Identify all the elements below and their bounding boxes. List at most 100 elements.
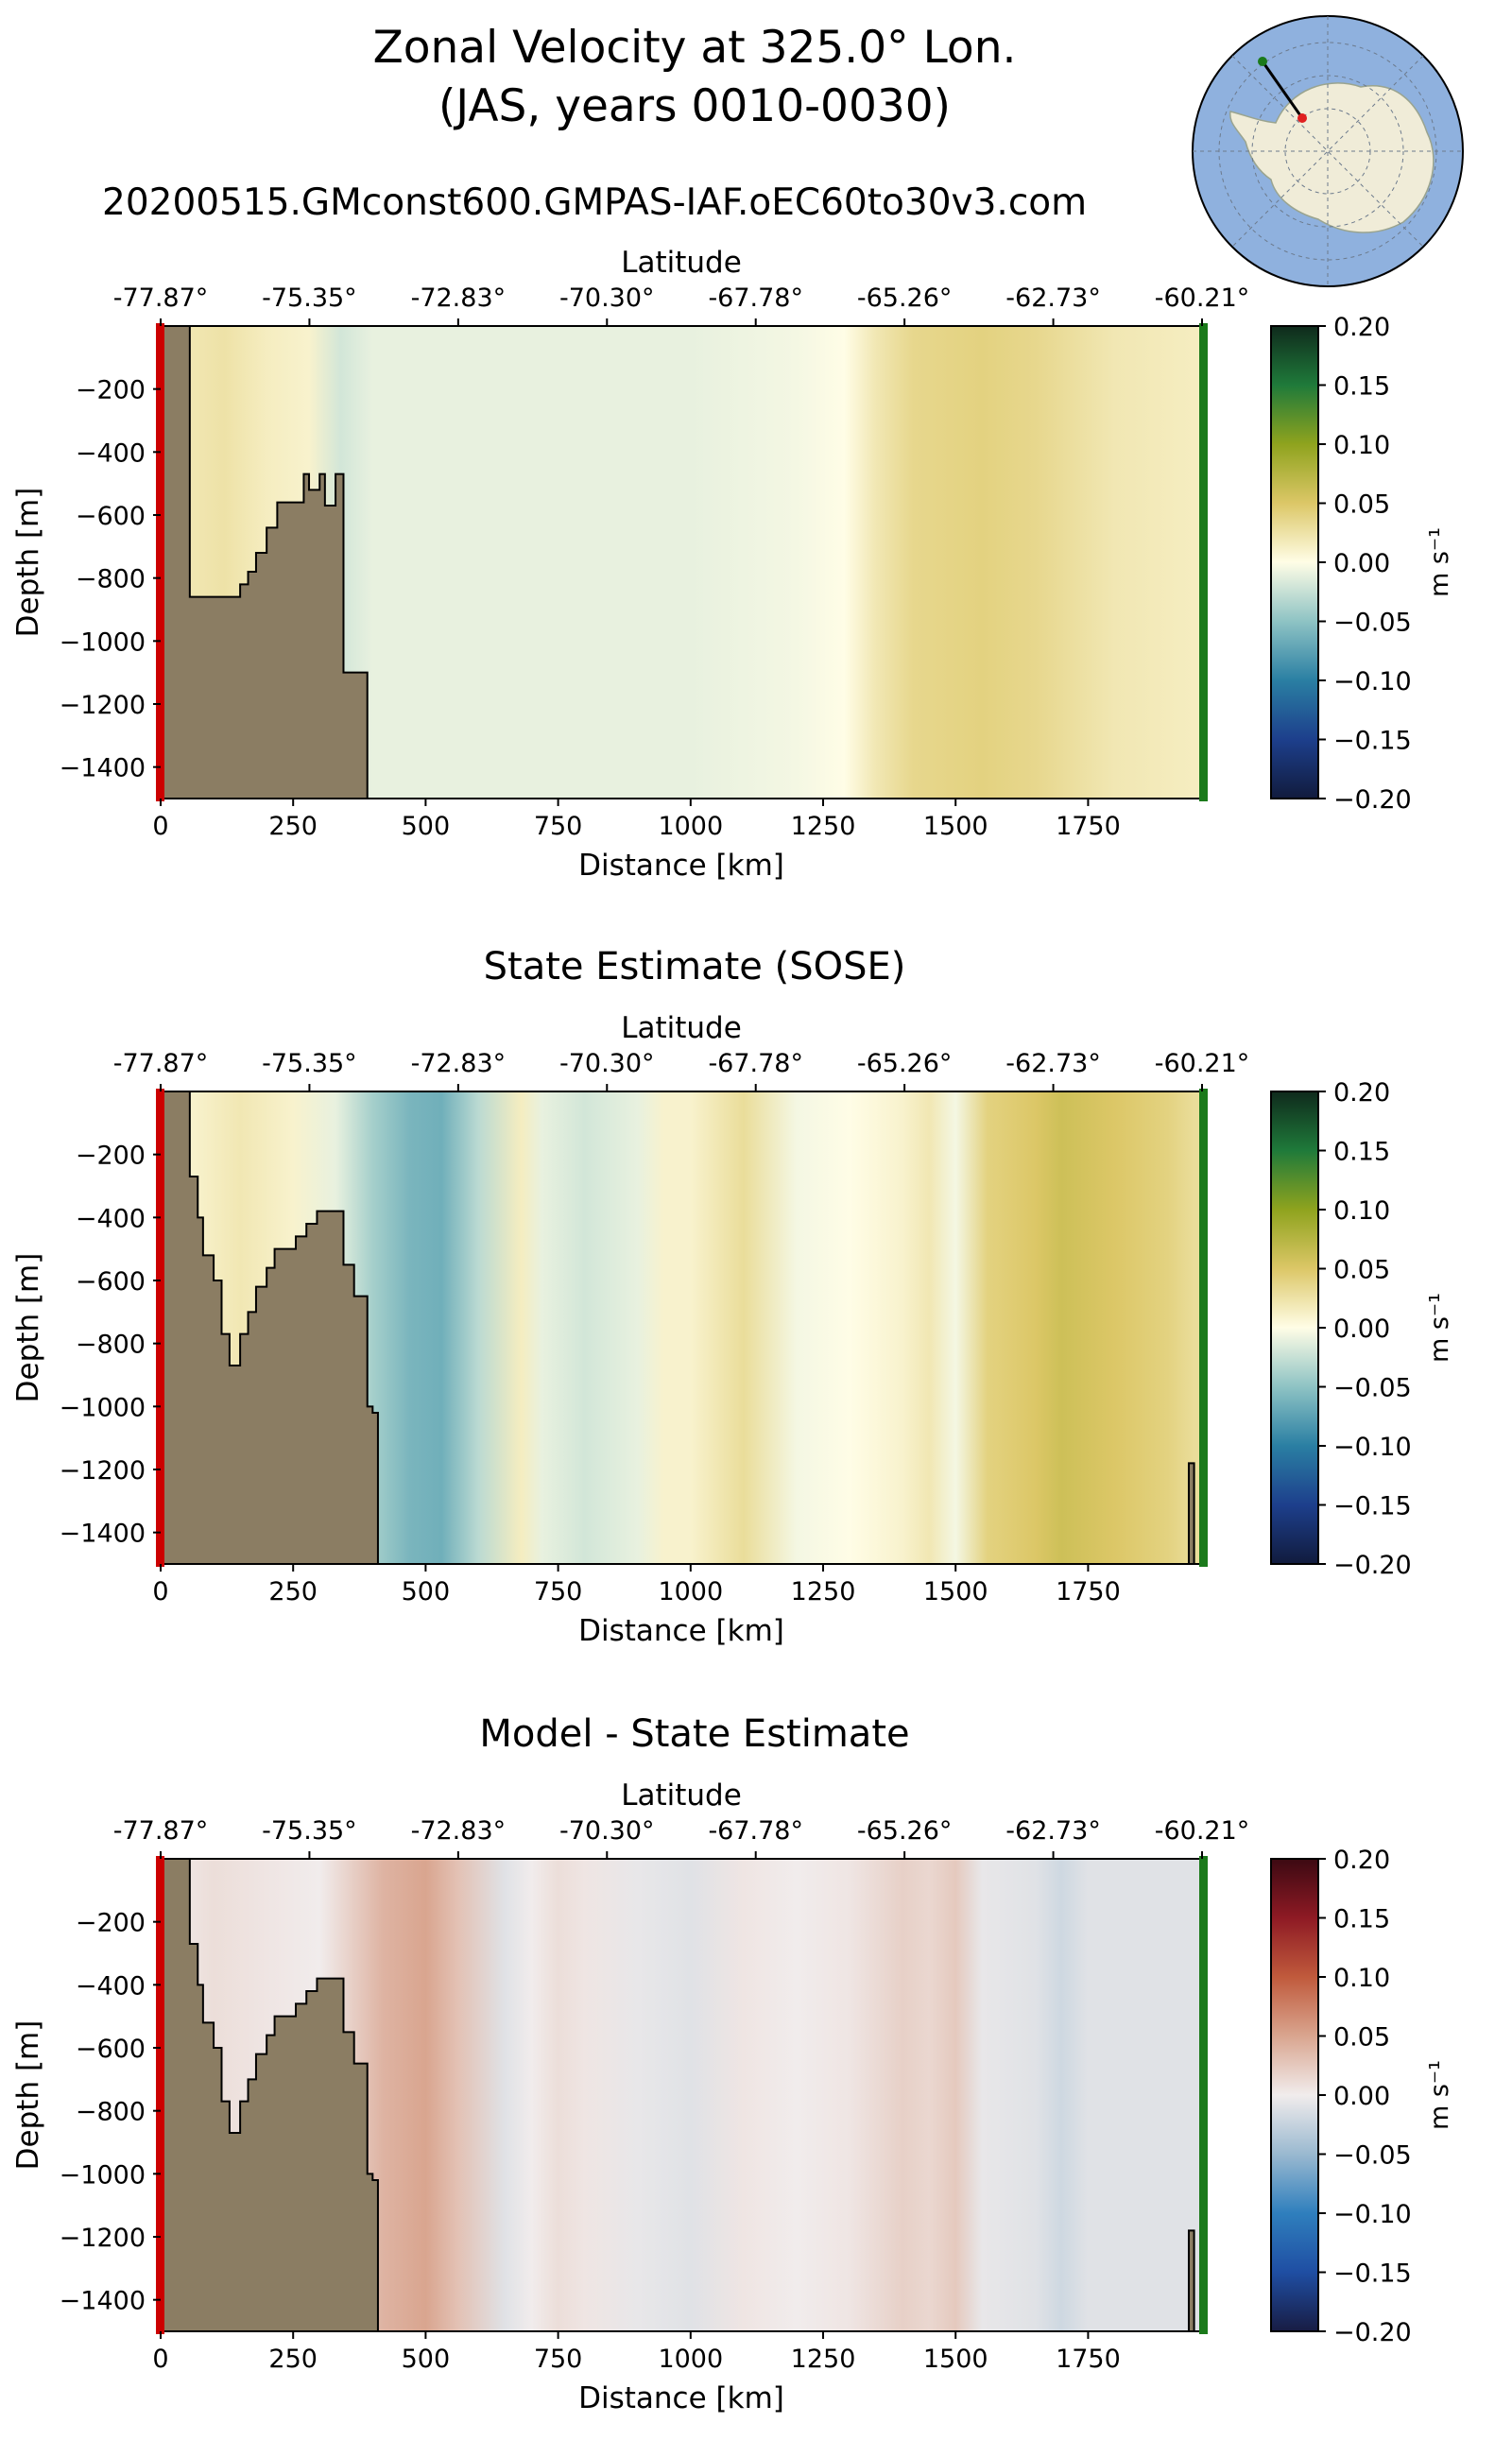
x-tick-label: 250 bbox=[268, 812, 318, 841]
y-tick-label: −1000 bbox=[60, 1393, 146, 1422]
colorbar-tick-label: 0.20 bbox=[1333, 1846, 1390, 1875]
x-tick-label: 1000 bbox=[658, 1577, 723, 1606]
colorbar-tick-label: 0.10 bbox=[1333, 1196, 1390, 1226]
lat-tick-label: -77.87° bbox=[113, 1049, 209, 1078]
location-inset-map bbox=[1192, 15, 1464, 287]
x-tick-label: 500 bbox=[402, 2345, 451, 2374]
lat-tick-label: -62.73° bbox=[1005, 1049, 1101, 1078]
x-tick-label: 1000 bbox=[658, 2345, 723, 2374]
y-tick-label: −1400 bbox=[60, 754, 146, 783]
y-tick-label: −800 bbox=[76, 565, 146, 594]
y-tick-label: −1200 bbox=[60, 2224, 146, 2253]
top-axis-label: Latitude bbox=[621, 1011, 742, 1045]
colorbar-label: m s⁻¹ bbox=[1425, 527, 1454, 597]
bathymetry-right bbox=[1187, 2229, 1195, 2332]
y-tick-label: −600 bbox=[76, 502, 146, 531]
lat-tick-label: -67.78° bbox=[708, 1816, 803, 1846]
inset-transect-line bbox=[1261, 60, 1304, 119]
colorbar-label: m s⁻¹ bbox=[1425, 2060, 1454, 2130]
inset-antarctica-landmass bbox=[1229, 82, 1435, 233]
x-tick-label: 0 bbox=[152, 812, 168, 841]
panel3-title: Model - State Estimate bbox=[479, 1712, 910, 1756]
colorbar bbox=[1270, 1091, 1319, 1565]
lat-tick-label: -77.87° bbox=[113, 284, 209, 313]
colorbar-tick-label: −0.05 bbox=[1333, 609, 1412, 638]
y-tick-label: −600 bbox=[76, 2035, 146, 2064]
lat-tick-label: -75.35° bbox=[262, 284, 357, 313]
y-tick-label: −400 bbox=[76, 1204, 146, 1233]
y-tick-label: −600 bbox=[76, 1267, 146, 1297]
y-tick-label: −1000 bbox=[60, 627, 146, 657]
lat-tick-label: -70.30° bbox=[559, 1049, 655, 1078]
colorbar-tick-label: −0.10 bbox=[1333, 667, 1412, 696]
figure-title-line2: (JAS, years 0010-0030) bbox=[438, 80, 952, 132]
lat-tick-label: -75.35° bbox=[262, 1049, 357, 1078]
top-axis-label: Latitude bbox=[621, 1778, 742, 1813]
x-tick-label: 1750 bbox=[1056, 1577, 1121, 1606]
colorbar-tick-label: 0.15 bbox=[1333, 372, 1390, 402]
y-tick-label: −200 bbox=[76, 1142, 146, 1171]
x-tick-label: 750 bbox=[534, 1577, 583, 1606]
colorbar-tick-label: 0.15 bbox=[1333, 1138, 1390, 1167]
colorbar-tick-label: 0.10 bbox=[1333, 1964, 1390, 1993]
colorbar-tick-label: 0.20 bbox=[1333, 313, 1390, 342]
x-tick-label: 1500 bbox=[923, 2345, 988, 2374]
lat-tick-label: -72.83° bbox=[411, 1049, 507, 1078]
lat-tick-label: -77.87° bbox=[113, 1816, 209, 1846]
lat-tick-label: -65.26° bbox=[857, 1049, 953, 1078]
colorbar-tick-label: −0.15 bbox=[1333, 2259, 1412, 2289]
y-tick-label: −1000 bbox=[60, 2160, 146, 2190]
lat-tick-label: -60.21° bbox=[1155, 284, 1250, 313]
colorbar-label: m s⁻¹ bbox=[1425, 1293, 1454, 1363]
x-axis-label: Distance [km] bbox=[578, 849, 784, 883]
lat-tick-label: -72.83° bbox=[411, 284, 507, 313]
figure-title-line1: Zonal Velocity at 325.0° Lon. bbox=[372, 22, 1017, 74]
colorbar-tick-label: 0.00 bbox=[1333, 1314, 1390, 1344]
x-axis-label: Distance [km] bbox=[578, 2381, 784, 2415]
colorbar-tick-label: −0.15 bbox=[1333, 1492, 1412, 1521]
lat-tick-label: -72.83° bbox=[411, 1816, 507, 1846]
panel-1: 0 250 500 750 1000 1250 1500 1750 Distance [km] -… bbox=[11, 246, 1454, 883]
colorbar-tick-label: 0.15 bbox=[1333, 1905, 1390, 1934]
colorbar-tick-label: 0.05 bbox=[1333, 490, 1390, 520]
colorbar-tick-label: −0.20 bbox=[1333, 2318, 1412, 2347]
y-axis-label: Depth [m] bbox=[11, 1253, 45, 1403]
bathymetry-right bbox=[1187, 1462, 1195, 1565]
figure-title: Zonal Velocity at 325.0° Lon. (JAS, year… bbox=[0, 19, 1389, 136]
inset-end-marker bbox=[1258, 57, 1267, 66]
y-axis-label: Depth [m] bbox=[11, 488, 45, 638]
colorbar-tick-label: 0.00 bbox=[1333, 2082, 1390, 2111]
y-axis-label: Depth [m] bbox=[11, 2020, 45, 2171]
lat-tick-label: -67.78° bbox=[708, 284, 803, 313]
start-marker bbox=[156, 1856, 164, 2334]
bathymetry-left bbox=[160, 1858, 379, 2332]
x-tick-label: 1000 bbox=[658, 812, 723, 841]
x-tick-label: 1250 bbox=[791, 1577, 856, 1606]
y-tick-label: −400 bbox=[76, 438, 146, 468]
colorbar-tick-label: −0.10 bbox=[1333, 2200, 1412, 2229]
colorbar bbox=[1270, 325, 1319, 799]
bathymetry-left bbox=[160, 1091, 379, 1565]
x-tick-label: 500 bbox=[402, 1577, 451, 1606]
lat-tick-label: -60.21° bbox=[1155, 1049, 1250, 1078]
x-tick-label: 250 bbox=[268, 2345, 318, 2374]
colorbar-tick-label: −0.20 bbox=[1333, 785, 1412, 815]
colorbar bbox=[1270, 1858, 1319, 2332]
lat-tick-label: -75.35° bbox=[262, 1816, 357, 1846]
x-tick-label: 750 bbox=[534, 812, 583, 841]
x-tick-label: 500 bbox=[402, 812, 451, 841]
bathymetry-left bbox=[160, 325, 369, 799]
x-tick-label: 750 bbox=[534, 2345, 583, 2374]
lat-tick-label: -67.78° bbox=[708, 1049, 803, 1078]
x-axis-label: Distance [km] bbox=[578, 1614, 784, 1648]
lat-tick-label: -70.30° bbox=[559, 284, 655, 313]
x-tick-label: 1500 bbox=[923, 812, 988, 841]
x-tick-label: 1500 bbox=[923, 1577, 988, 1606]
colorbar-tick-label: 0.10 bbox=[1333, 431, 1390, 460]
colorbar-tick-label: 0.05 bbox=[1333, 1256, 1390, 1285]
lat-tick-label: -60.21° bbox=[1155, 1816, 1250, 1846]
lat-tick-label: -65.26° bbox=[857, 284, 953, 313]
y-tick-label: −1200 bbox=[60, 691, 146, 720]
end-marker bbox=[1199, 1856, 1208, 2334]
